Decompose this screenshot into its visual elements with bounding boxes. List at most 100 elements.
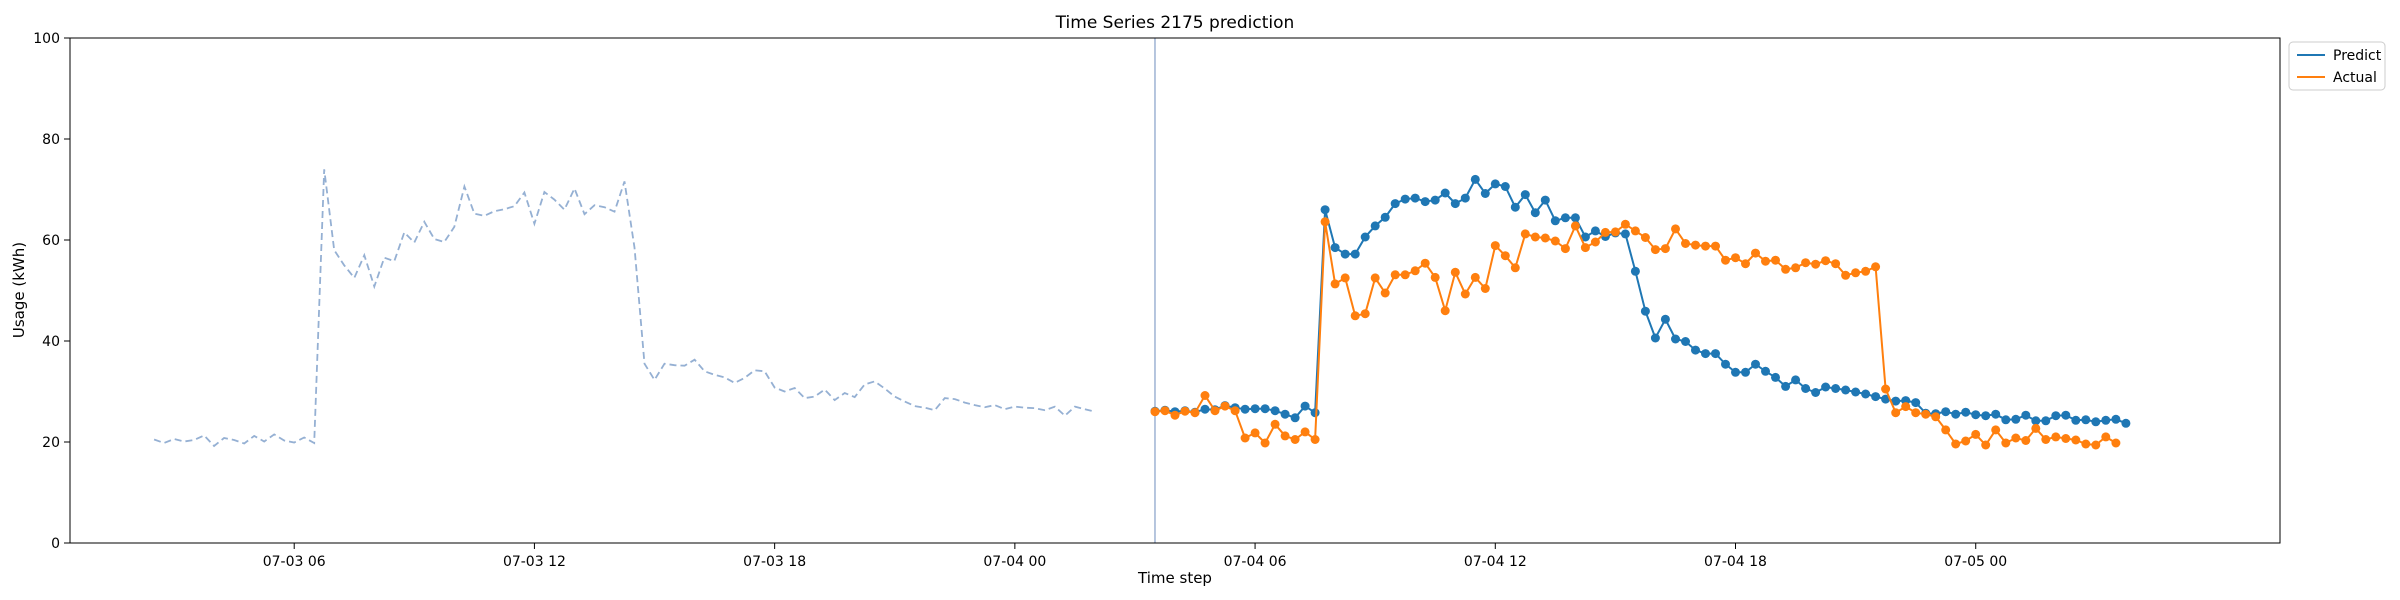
actual-data-point <box>1761 256 1770 266</box>
predict-data-point <box>1761 366 1770 376</box>
actual-data-point <box>1440 306 1450 316</box>
actual-data-point <box>1630 226 1640 236</box>
predict-data-point <box>2081 415 2091 425</box>
predict-data-point <box>1881 394 1891 404</box>
y-tick-label: 0 <box>51 536 60 552</box>
actual-data-point <box>1610 227 1620 237</box>
actual-data-point <box>1320 217 1330 227</box>
actual-data-point <box>1961 436 1971 446</box>
predict-data-point <box>1691 345 1700 355</box>
actual-data-point <box>1701 241 1710 251</box>
actual-data-point <box>1420 258 1430 268</box>
actual-data-point <box>1280 431 1290 441</box>
actual-data-point <box>1200 391 1210 400</box>
actual-data-point <box>1881 384 1891 394</box>
predict-data-point <box>1721 359 1730 369</box>
actual-data-point <box>1270 419 1280 429</box>
predict-data-point <box>1320 205 1330 215</box>
predict-data-point <box>1350 249 1360 259</box>
actual-data-point <box>1570 221 1580 231</box>
actual-data-point <box>1580 243 1590 253</box>
actual-data-point <box>1390 270 1400 280</box>
x-axis: 07-03 06 07-03 12 07-03 18 07-04 00 07-04 06… <box>263 543 2007 570</box>
x-tick-label: 07-04 12 <box>1464 554 1527 570</box>
predict-data-point <box>2011 414 2021 424</box>
y-tick-label: 60 <box>42 233 60 249</box>
actual-data-point <box>1260 438 1270 448</box>
predict-data-point <box>1961 407 1971 417</box>
predict-data-point <box>1360 232 1370 242</box>
y-tick-label: 80 <box>42 132 60 148</box>
x-tick-label: 07-03 12 <box>503 554 566 570</box>
predict-data-point <box>1590 226 1600 236</box>
actual-data-point <box>1811 259 1821 269</box>
actual-data-point <box>1991 425 2001 435</box>
predict-data-point <box>2121 418 2131 428</box>
predict-data-point <box>1340 249 1350 259</box>
predict-data-point <box>2021 410 2031 420</box>
predict-data-point <box>2041 416 2051 426</box>
actual-data-point <box>1650 245 1660 255</box>
predict-data-point <box>1490 179 1500 189</box>
predict-data-point <box>1290 413 1300 423</box>
predict-data-point <box>1681 337 1690 346</box>
predict-data-point <box>1951 409 1961 419</box>
predict-data-point <box>1811 388 1821 397</box>
predict-data-point <box>1520 190 1530 200</box>
predict-data-point <box>1620 229 1630 239</box>
predict-data-point <box>1701 349 1710 359</box>
predict-data-point <box>2111 414 2121 424</box>
actual-data-point <box>1430 272 1440 282</box>
actual-data-point <box>2071 435 2081 445</box>
actual-data-point <box>1931 412 1941 422</box>
actual-data-point <box>1691 240 1700 250</box>
predict-data-point <box>1330 243 1340 253</box>
predict-data-point <box>1981 411 1991 421</box>
actual-data-point <box>1801 258 1811 268</box>
actual-data-point <box>1841 270 1851 280</box>
predict-data-point <box>1640 306 1650 316</box>
actual-data-point <box>1871 262 1881 272</box>
x-tick-label: 07-04 06 <box>1224 554 1287 570</box>
actual-data-point <box>1791 263 1801 273</box>
actual-data-point <box>1781 264 1791 274</box>
actual-data-point <box>1510 263 1520 273</box>
predict-data-point <box>1450 199 1460 209</box>
actual-data-point <box>2031 423 2041 433</box>
actual-data-point <box>2021 436 2031 445</box>
actual-data-point <box>1560 244 1570 254</box>
actual-data-point <box>1600 227 1610 237</box>
predict-data-point <box>2091 417 2101 427</box>
actual-data-point <box>1230 406 1240 416</box>
actual-data-point <box>2051 432 2061 442</box>
x-tick-label: 07-05 00 <box>1944 554 2007 570</box>
actual-data-point <box>1731 253 1740 263</box>
predict-data-point <box>1410 193 1420 203</box>
actual-data-point <box>1360 309 1370 319</box>
predict-data-point <box>1731 367 1740 377</box>
predict-data-point <box>1751 359 1760 369</box>
actual-data-point <box>1851 268 1861 278</box>
actual-data-point <box>1620 219 1630 229</box>
actual-data-point <box>1380 288 1390 298</box>
actual-data-point <box>1550 236 1560 246</box>
actual-data-point <box>1640 233 1650 242</box>
actual-data-point <box>1951 439 1961 449</box>
predict-data-point <box>1971 410 1981 420</box>
actual-data-point <box>1821 256 1831 266</box>
series-layer <box>153 38 2131 543</box>
actual-data-point <box>2111 438 2121 448</box>
predict-data-point <box>1711 349 1720 359</box>
legend: Predict Actual <box>2288 41 2386 91</box>
actual-data-point <box>1330 279 1340 289</box>
actual-data-point <box>1981 440 1991 450</box>
actual-data-point <box>1941 425 1951 435</box>
predict-data-point <box>1550 216 1560 226</box>
actual-data-point <box>1831 259 1841 269</box>
predict-data-point <box>1470 174 1480 184</box>
legend-label-predict: Predict <box>2333 48 2382 64</box>
x-tick-label: 07-03 06 <box>263 554 326 570</box>
actual-data-point <box>1340 273 1350 283</box>
x-tick-label: 07-04 00 <box>983 554 1046 570</box>
predict-data-point <box>1570 213 1580 223</box>
